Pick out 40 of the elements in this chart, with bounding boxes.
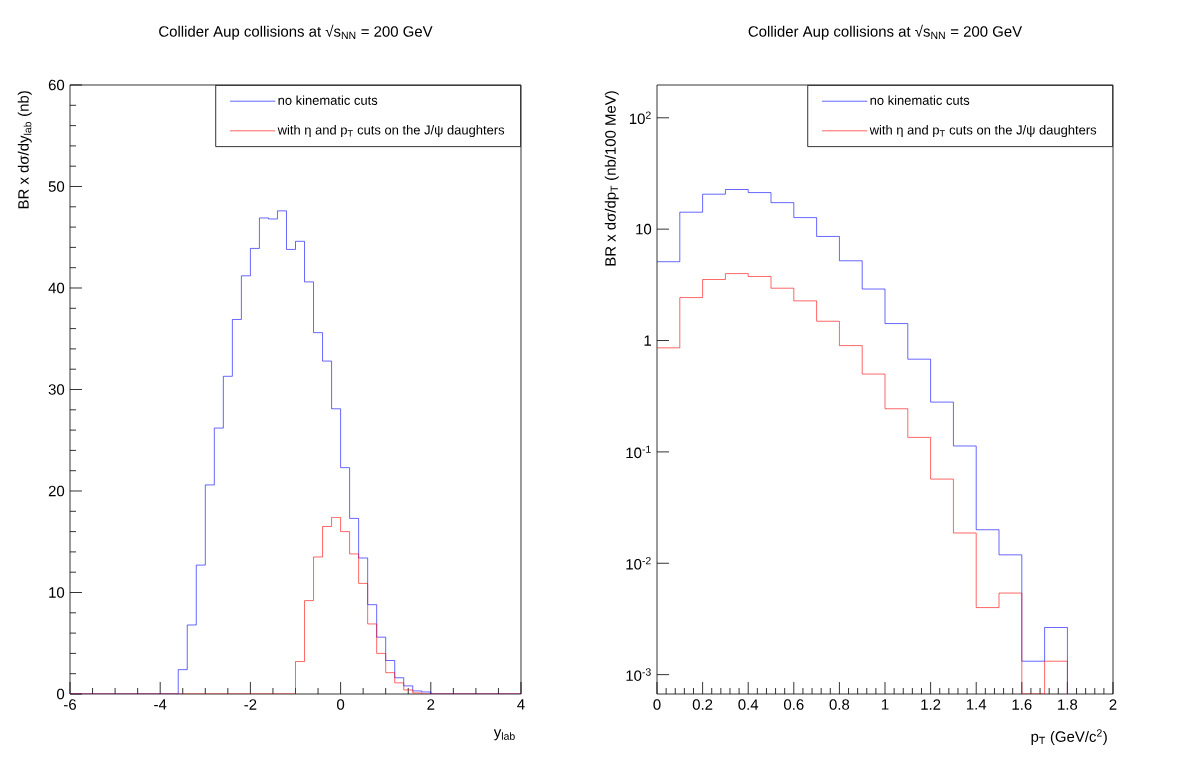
x-tick-label: 1.4 — [966, 699, 987, 710]
legend-label: with η and p$_{T}$ cuts on the J/ψ daughters — [277, 124, 505, 138]
y-tick-label: 10$^{2}$ — [629, 111, 651, 125]
x-tick-label: 2 — [427, 699, 435, 710]
y-tick-label: 30 — [48, 384, 65, 395]
y-tick-label: 20 — [48, 485, 65, 497]
y-tick-label: 60 — [48, 79, 65, 91]
y-axis-title: BR x dσ/dp$_{T}$ (nb/100 MeV) — [604, 91, 619, 266]
chart-title: Collider Aup collisions at √s$_{NN}$ = 200 GeV — [159, 24, 433, 40]
x-tick-label: 1.8 — [1058, 699, 1078, 710]
x-tick-label: 4 — [517, 699, 525, 710]
x-tick-label: 0.2 — [692, 699, 713, 710]
x-tick-label: -6 — [64, 699, 76, 710]
legend-label: with η and p$_{T}$ cuts on the J/ψ daughters — [869, 125, 1097, 138]
x-tick-label: 2 — [1109, 699, 1117, 710]
y-tick-label: 10$^{-1}$ — [626, 445, 651, 459]
y-tick-label: 10$^{-3}$ — [626, 668, 651, 681]
y-tick-label: 10 — [49, 587, 65, 598]
y-tick-label: 40 — [48, 282, 65, 294]
x-tick-label: 1.2 — [921, 699, 941, 710]
y-axis-title: BR x dσ/dy$_{lab}$ (nb) — [17, 91, 32, 209]
x-tick-label: 0.4 — [738, 699, 759, 710]
x-tick-label: 0.6 — [784, 699, 804, 710]
legend-label: no kinematic cuts — [278, 95, 378, 105]
x-axis-title: y$_{lab}$ — [493, 729, 515, 741]
y-tick-label: 50 — [48, 181, 65, 192]
x-tick-label: 0.8 — [829, 699, 850, 710]
y-tick-label: 10$^{-2}$ — [626, 556, 651, 570]
x-tick-label: -2 — [244, 699, 257, 710]
y-tick-label: 10 — [636, 223, 652, 235]
legend-label: no kinematic cuts — [870, 95, 970, 105]
x-tick-label: 0 — [653, 699, 661, 710]
y-tick-label: 1 — [644, 335, 651, 346]
y-tick-label: 0 — [56, 688, 65, 700]
x-tick-label: -4 — [154, 699, 167, 710]
x-axis-title: p$_{T}$ (GeV/c$^{2}$) — [1031, 729, 1107, 745]
chart-title: Collider Aup collisions at √s$_{NN}$ = 200 GeV — [748, 24, 1023, 40]
x-tick-label: 1 — [882, 699, 889, 710]
x-tick-label: 0 — [337, 699, 345, 710]
x-tick-label: 1.6 — [1012, 699, 1032, 710]
